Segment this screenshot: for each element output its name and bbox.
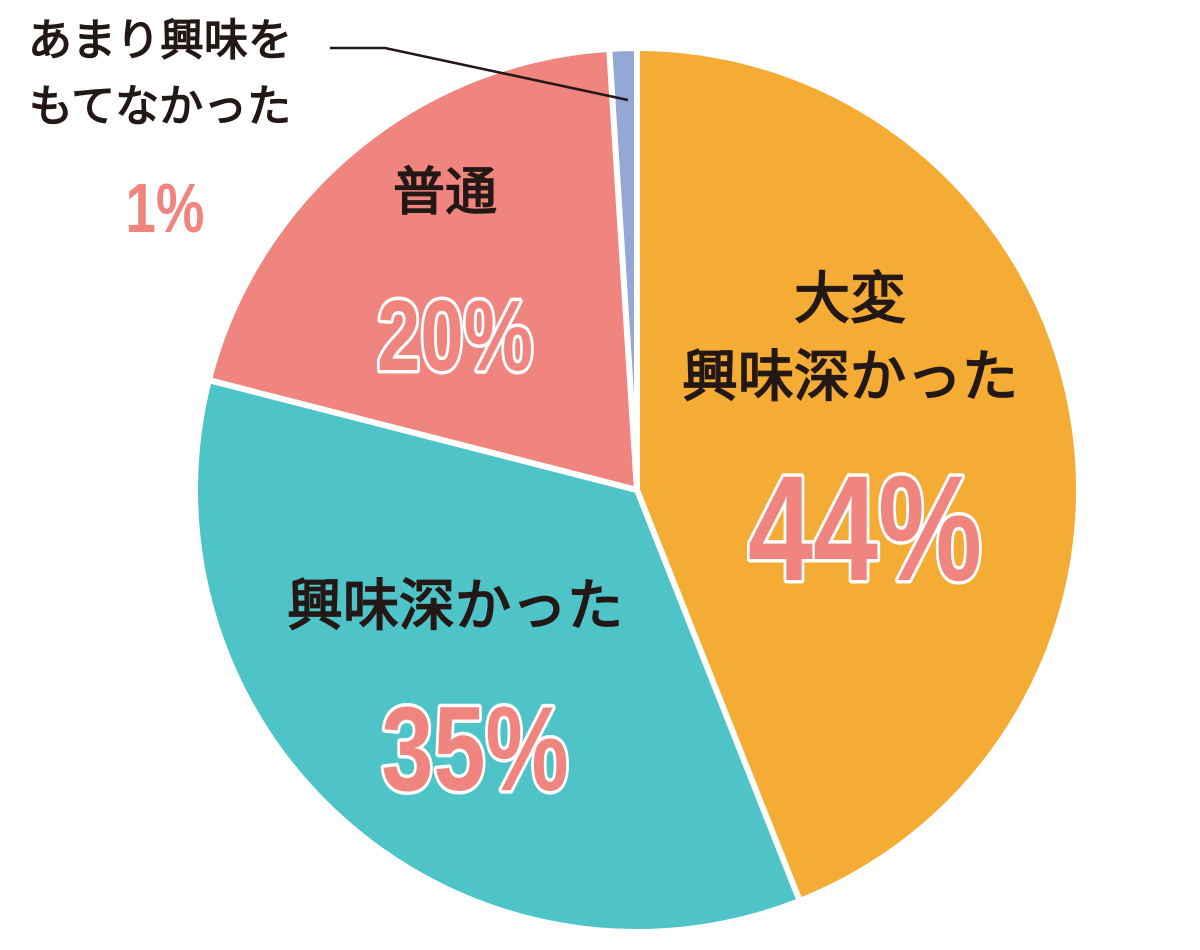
value-label-group: 20%	[374, 278, 536, 396]
pie-slice	[606, 45, 640, 493]
value-label: 20%	[377, 281, 533, 393]
value-label: 44%	[748, 444, 982, 612]
value-label-group: 35%	[378, 679, 572, 819]
pie-slice	[192, 377, 803, 935]
leader-line	[330, 46, 629, 102]
value-label-group: 44%	[745, 441, 985, 616]
value-label: 35%	[381, 682, 568, 816]
slice-label: 普通	[393, 163, 497, 223]
slice-label: 興味深かった	[287, 574, 623, 639]
pie-slice	[634, 45, 1082, 904]
pie-slice	[205, 45, 640, 493]
value-label: 1%	[126, 170, 205, 248]
value-label-group: 1%	[122, 166, 207, 250]
slice-label: 大変興味深かった	[682, 267, 1018, 410]
slice-label: あまり興味をもてなかった	[28, 15, 292, 132]
